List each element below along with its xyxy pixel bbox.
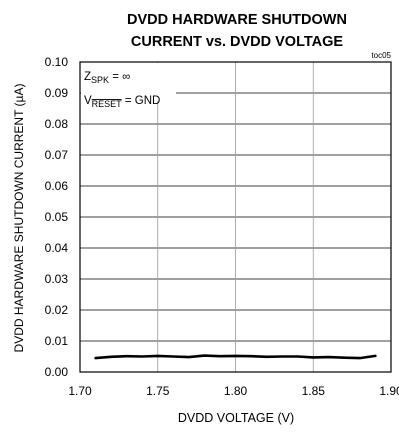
annotation-zspk: ZSPK = ∞ [84, 71, 130, 85]
y-tick-label: 0.09 [45, 86, 69, 100]
y-tick-label: 0.08 [45, 117, 69, 131]
x-axis-label: DVDD VOLTAGE (V) [178, 411, 294, 425]
grid-lines [80, 62, 391, 372]
y-tick-label: 0.04 [45, 241, 69, 255]
chart-title-line-1: DVDD HARDWARE SHUTDOWN [127, 12, 347, 28]
x-tick-label: 1.90 [379, 384, 399, 398]
x-tick-label: 1.85 [302, 384, 326, 398]
y-tick-label: 0.05 [45, 210, 69, 224]
series-group [94, 354, 377, 360]
annotation-vreset: VRESET = GND [84, 95, 160, 109]
x-tick-label: 1.80 [224, 384, 248, 398]
x-tick-labels: 1.70 1.75 1.80 1.85 1.90 [68, 384, 399, 398]
y-tick-label: 0.06 [45, 179, 69, 193]
series-line [94, 354, 377, 360]
y-tick-label: 0.01 [45, 334, 69, 348]
x-tick-label: 1.75 [146, 384, 170, 398]
annotation-box [81, 63, 176, 101]
y-tick-labels: 0.00 0.01 0.02 0.03 0.04 0.05 0.06 0.07 0.08 0.09… [45, 55, 69, 379]
chart-title-line-2: CURRENT vs. DVDD VOLTAGE [131, 34, 343, 50]
x-tick-label: 1.70 [68, 384, 92, 398]
y-tick-label: 0.02 [45, 303, 69, 317]
y-tick-label: 0.07 [45, 148, 69, 162]
y-tick-label: 0.00 [45, 365, 69, 379]
y-axis-label: DVDD HARDWARE SHUTDOWN CURRENT (µA) [12, 84, 26, 353]
plot-frame [79, 61, 392, 373]
y-tick-label: 0.10 [45, 55, 69, 69]
chart-tag: toc05 [371, 51, 391, 60]
y-tick-label: 0.03 [45, 272, 69, 286]
